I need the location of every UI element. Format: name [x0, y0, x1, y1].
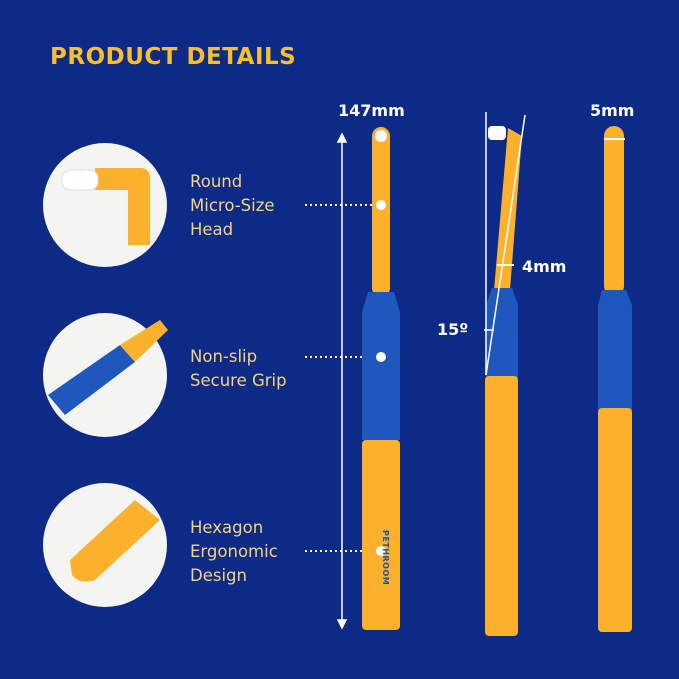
toothbrush-narrow	[598, 126, 632, 632]
page-title: PRODUCT DETAILS	[50, 44, 297, 70]
toothbrush-side	[484, 112, 526, 636]
length-arrow	[336, 132, 348, 630]
neck-width-label: 4mm	[522, 257, 567, 276]
feature-grip: Non-slip Secure Grip	[190, 345, 287, 393]
toothbrush-front	[362, 127, 400, 630]
feature-text: Design	[190, 566, 247, 585]
head-width-label: 5mm	[590, 101, 635, 120]
feature-round-head: Round Micro-Size Head	[190, 170, 275, 242]
detail-circle-hexagon	[43, 483, 167, 607]
length-label: 147mm	[338, 101, 405, 120]
feature-text: Secure Grip	[190, 371, 287, 390]
feature-text: Hexagon	[190, 518, 264, 537]
detail-circle-head	[43, 143, 167, 267]
feature-text: Round	[190, 172, 243, 191]
feature-text: Ergonomic	[190, 542, 278, 561]
feature-text: Micro-Size	[190, 196, 275, 215]
feature-hexagon: Hexagon Ergonomic Design	[190, 516, 278, 588]
brand-logo: PETHROOM	[381, 530, 390, 586]
feature-text: Head	[190, 220, 234, 239]
angle-label: 15º	[437, 320, 469, 339]
feature-text: Non-slip	[190, 347, 258, 366]
detail-circle-grip	[43, 313, 168, 437]
